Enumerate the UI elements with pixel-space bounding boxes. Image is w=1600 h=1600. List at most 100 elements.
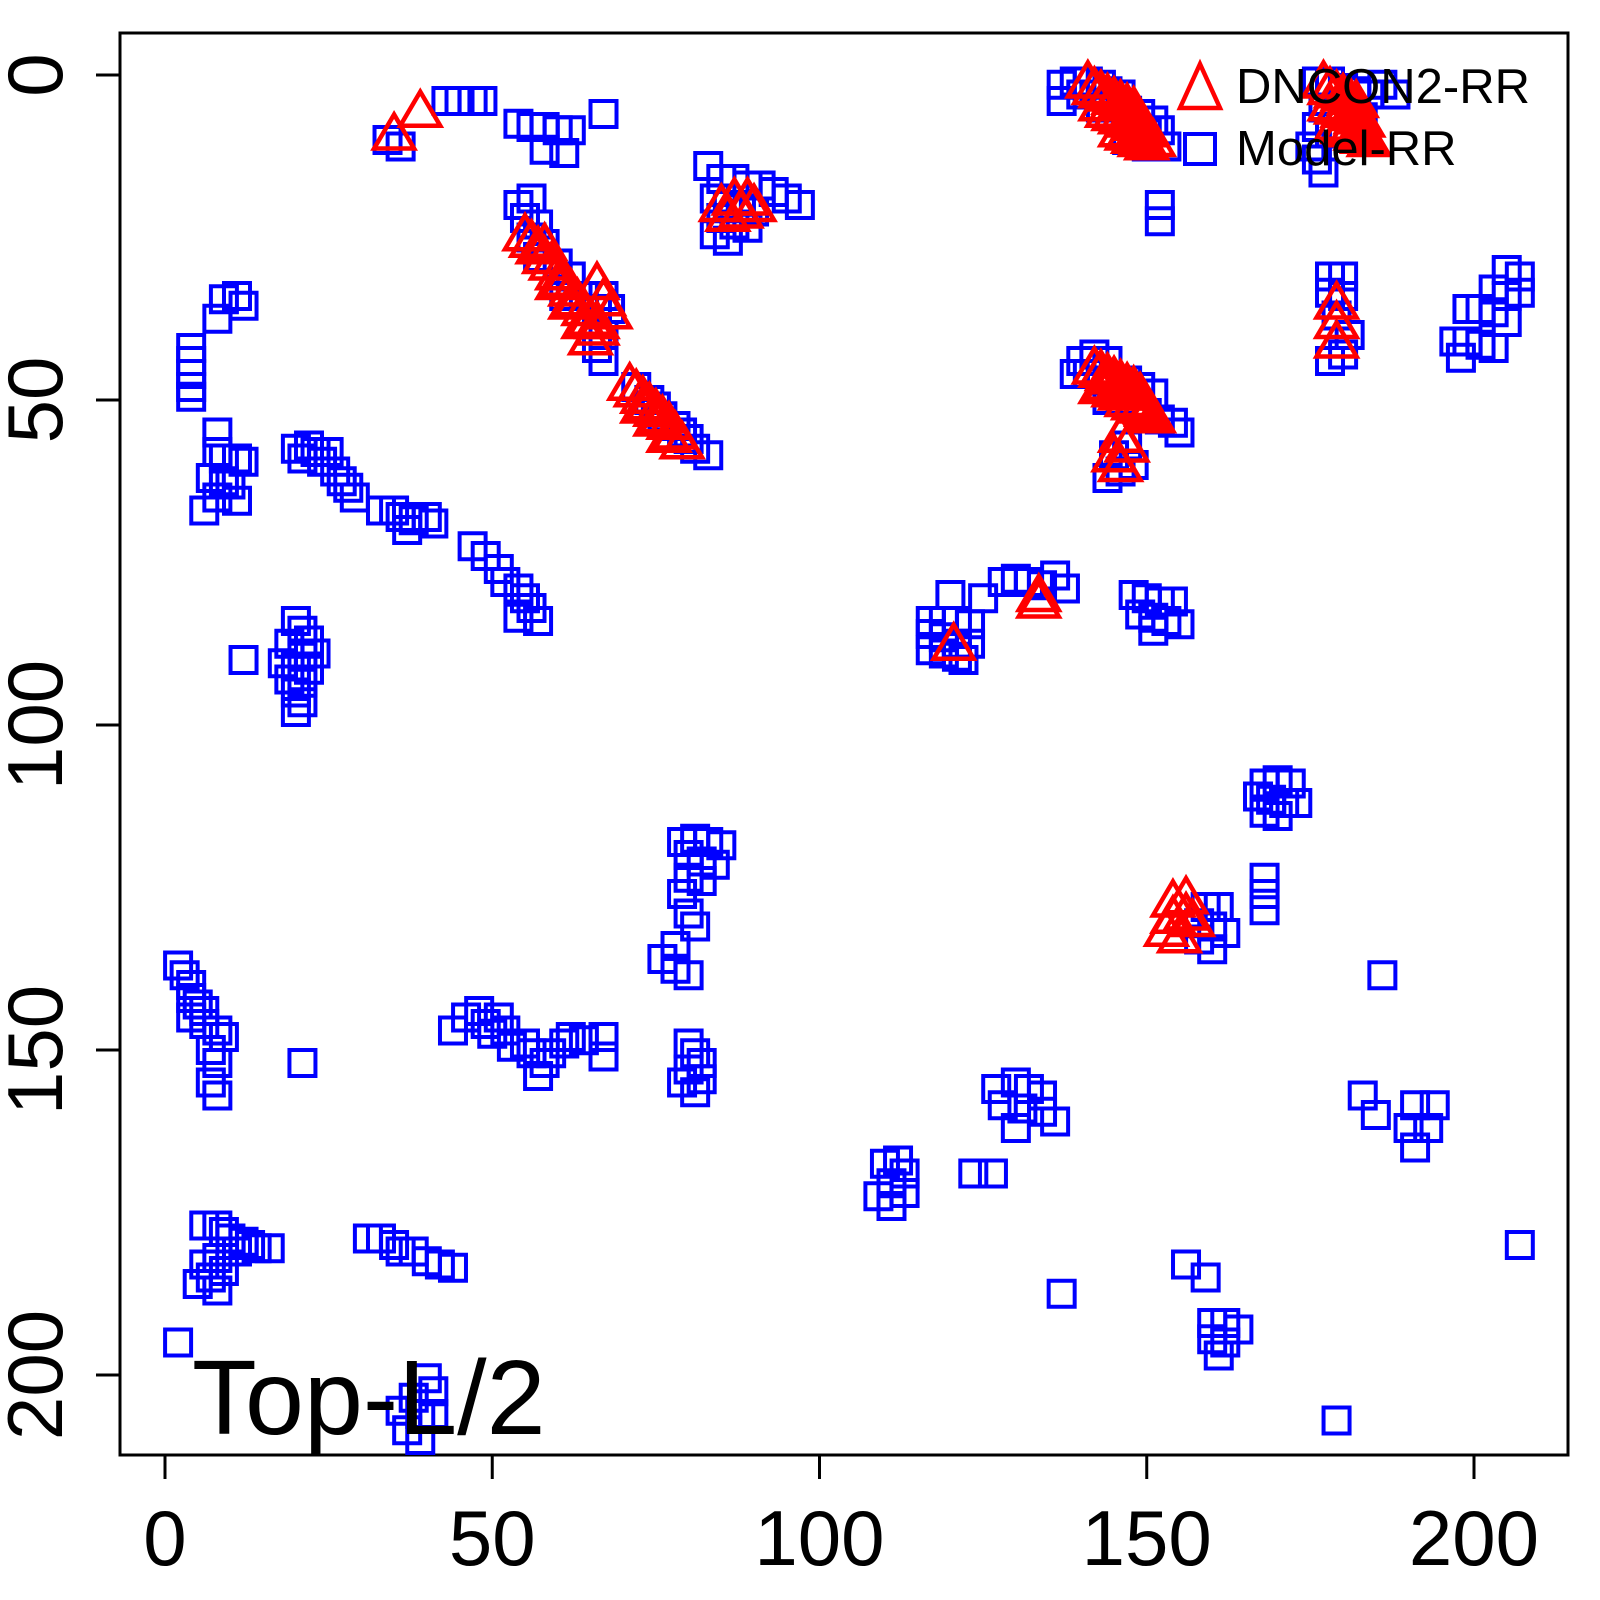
- square-marker: [1380, 79, 1411, 110]
- x-tick-label: 100: [754, 1494, 884, 1582]
- square-marker: [333, 472, 364, 503]
- triangle-marker: [1014, 571, 1063, 613]
- square-marker: [1249, 895, 1280, 926]
- legend-entry-model: Model-RR: [1168, 118, 1530, 180]
- triangle-marker: [533, 249, 582, 291]
- square-marker: [1504, 1230, 1535, 1260]
- legend-label-dncon2: DNCON2-RR: [1236, 60, 1530, 114]
- square-marker: [254, 1233, 285, 1264]
- square-marker: [1203, 1340, 1234, 1371]
- square-marker: [202, 1080, 233, 1111]
- square-marker: [1478, 333, 1509, 363]
- y-tick-label: 100: [0, 660, 79, 790]
- square-marker: [680, 1038, 711, 1069]
- square-marker: [1445, 342, 1476, 373]
- triangle-marker: [533, 259, 582, 301]
- triangle-marker: [1312, 318, 1361, 359]
- square-marker: [163, 1327, 194, 1358]
- triangle-marker: [1332, 110, 1381, 151]
- square-marker: [202, 1015, 233, 1046]
- square-marker: [1049, 573, 1080, 604]
- triangle-marker: [1083, 87, 1132, 128]
- plot-frame: [118, 31, 1570, 1457]
- square-marker: [287, 687, 318, 718]
- legend-entry-dncon2: DNCON2-RR: [1168, 56, 1530, 118]
- square-marker: [523, 1061, 554, 1091]
- triangle-marker: [1077, 363, 1125, 405]
- square-marker: [523, 606, 554, 636]
- triangle-marker: [1312, 298, 1361, 340]
- triangle-marker: [929, 620, 978, 661]
- square-marker: [176, 381, 207, 412]
- square-marker: [680, 911, 711, 942]
- square-marker: [287, 667, 318, 698]
- square-marker: [202, 1048, 233, 1078]
- square-marker: [202, 303, 233, 334]
- square-marker: [588, 99, 619, 129]
- square-marker: [680, 1077, 711, 1108]
- triangle-marker: [1319, 103, 1368, 145]
- triangle-marker: [703, 191, 752, 232]
- square-marker: [1190, 1262, 1221, 1293]
- square-marker: [1504, 277, 1535, 308]
- square-marker: [221, 281, 252, 311]
- square-marker: [467, 86, 498, 116]
- square-marker: [1400, 1132, 1431, 1163]
- square-marker: [1000, 1113, 1031, 1143]
- square-marker: [706, 830, 737, 861]
- y-tick-label: 0: [0, 53, 79, 96]
- square-marker: [392, 515, 423, 545]
- triangle-marker: [573, 259, 621, 301]
- square-marker: [202, 437, 233, 467]
- square-marker: [977, 1158, 1008, 1189]
- square-marker: [287, 443, 318, 474]
- square-marker: [1138, 615, 1169, 646]
- square-marker: [935, 580, 966, 610]
- square-marker: [1007, 1093, 1038, 1124]
- triangle-marker: [566, 314, 615, 356]
- triangle-marker: [1168, 896, 1217, 938]
- square-marker: [405, 1425, 436, 1455]
- square-marker: [379, 1230, 410, 1260]
- triangle-marker: [1325, 106, 1374, 148]
- triangle-marker: [1070, 64, 1119, 106]
- triangle-marker: [1312, 100, 1361, 141]
- triangle-marker: [717, 188, 765, 229]
- triangle-marker: [1014, 578, 1063, 619]
- triangle-marker: [1129, 116, 1178, 158]
- square-marker: [385, 1395, 416, 1426]
- square-marker: [1046, 1278, 1077, 1309]
- square-marker: [221, 485, 252, 516]
- square-marker: [1249, 879, 1280, 909]
- square-marker: [1275, 768, 1306, 799]
- square-marker: [549, 138, 580, 168]
- square-marker: [1157, 586, 1188, 617]
- square-marker: [588, 1041, 619, 1072]
- triangle-marker: [631, 396, 680, 437]
- square-marker: [1262, 801, 1293, 831]
- triangle-marker: [1096, 106, 1145, 148]
- legend: DNCON2-RR Model-RR: [1168, 56, 1530, 180]
- square-marker: [280, 697, 311, 727]
- square-marker: [1393, 1113, 1424, 1143]
- triangle-marker: [520, 233, 569, 275]
- square-marker: [503, 602, 534, 633]
- triangle-marker: [730, 181, 778, 223]
- square-marker: [1144, 206, 1175, 237]
- square-marker: [529, 134, 560, 165]
- square-marker: [1360, 1100, 1391, 1130]
- triangle-marker: [1129, 392, 1178, 434]
- square-marker: [1315, 346, 1346, 376]
- square-marker: [667, 879, 698, 909]
- square-marker: [228, 645, 259, 675]
- x-tick-label: 50: [449, 1494, 536, 1582]
- square-icon: [1183, 132, 1217, 166]
- square-marker: [588, 1022, 619, 1052]
- square-marker: [1367, 960, 1398, 991]
- x-tick-label: 200: [1409, 1494, 1539, 1582]
- square-marker: [784, 190, 815, 220]
- legend-label-model: Model-RR: [1236, 122, 1457, 176]
- triangle-marker: [658, 418, 706, 460]
- triangle-marker: [520, 220, 569, 262]
